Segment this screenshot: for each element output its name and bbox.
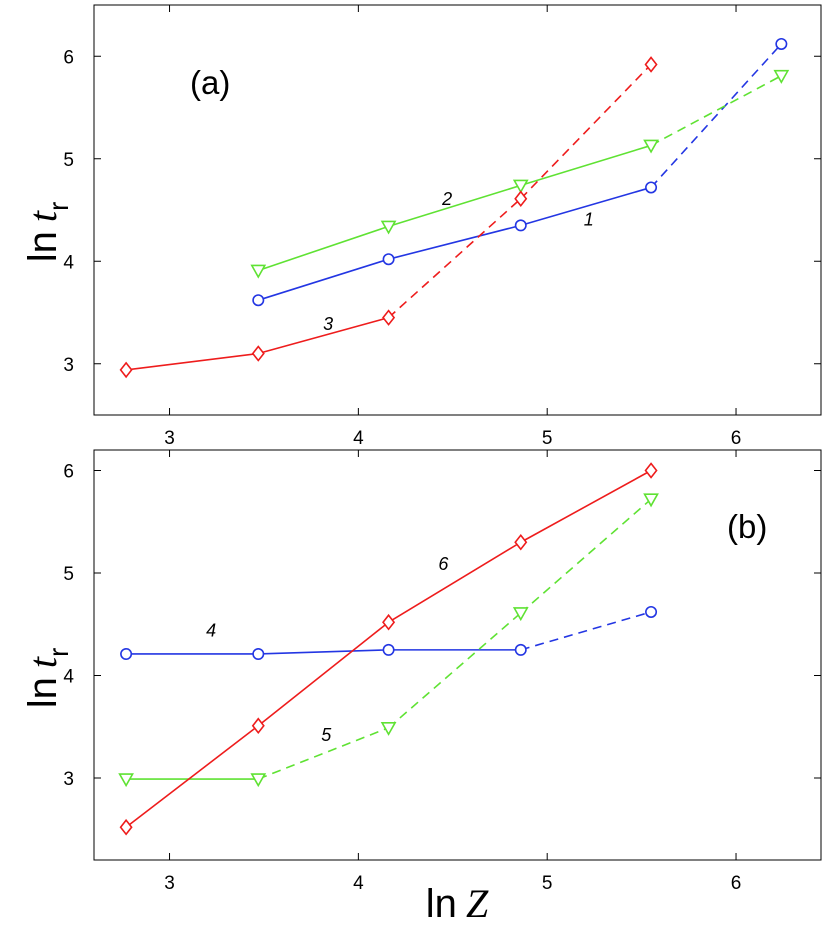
panel-b-ytick-label: 6	[63, 462, 74, 483]
series-3-segment	[258, 316, 389, 355]
series-6-segment	[125, 725, 259, 828]
panel-b-xtick-label: 4	[353, 873, 364, 894]
series-6-point	[644, 462, 658, 479]
series-5-point	[380, 721, 397, 736]
series-4-point	[382, 643, 395, 656]
series-4-segment	[520, 611, 652, 651]
panel-a-ytick-label: 5	[63, 150, 74, 171]
series-6-point	[514, 533, 528, 551]
series-3-point	[251, 345, 265, 362]
series-2-point	[512, 179, 529, 194]
series-4-segment	[258, 649, 389, 655]
panel-b-xtick-label: 3	[164, 873, 175, 894]
series-5-point	[250, 773, 267, 788]
series-1-label: 1	[584, 209, 594, 229]
panel-b: 4 5 6 3 4 5 6 3 4 5 6 (b) lntr ln Z	[20, 449, 822, 926]
series-6-point	[382, 613, 396, 631]
series-5-point	[118, 773, 134, 788]
panel-b-ytick-label: 4	[63, 667, 74, 688]
panel-a-xtick-label: 3	[164, 428, 175, 449]
panel-b-xtick-label: 5	[542, 873, 553, 894]
series-3-point	[382, 309, 396, 326]
series-2-point	[643, 139, 659, 154]
series-6-label: 6	[438, 554, 449, 574]
series-2-segment	[258, 225, 389, 272]
panel-a-frame	[93, 4, 822, 416]
series-3-segment	[520, 63, 652, 200]
series-6-point	[119, 818, 133, 836]
panel-a-ytick-label: 3	[63, 355, 74, 376]
series-2-label: 2	[441, 189, 452, 209]
series-3-point	[119, 361, 133, 379]
series-1-segment	[520, 186, 652, 227]
series-1-segment	[258, 258, 389, 301]
panel-a-ytick-label: 4	[63, 252, 74, 273]
series-2-segment	[388, 184, 521, 228]
panel-b-frame	[93, 449, 822, 861]
panel-a-xtick-label: 5	[542, 428, 553, 449]
panel-b-series-5: 5	[118, 493, 659, 788]
series-2-point	[250, 264, 267, 279]
panel-a-ticks: 3 4 5 6 3 4 5 6	[63, 5, 821, 449]
series-5-point	[643, 493, 659, 508]
series-1-segment	[650, 43, 782, 188]
series-2-segment	[520, 144, 652, 187]
panel-b-xtick-label: 6	[731, 873, 742, 894]
panel-a-series-1: 1	[252, 37, 788, 307]
panel-a-label: (a)	[190, 64, 230, 101]
series-4-point	[120, 647, 133, 660]
panel-b-xlabel: ln Z	[426, 881, 489, 926]
series-1-point	[775, 37, 788, 50]
panel-b-series: 4 5 6	[118, 462, 659, 836]
series-1-point	[252, 294, 265, 307]
series-2-segment	[650, 75, 782, 147]
series-6-segment	[257, 621, 390, 727]
series-5-segment	[257, 727, 389, 780]
series-6-segment	[388, 541, 522, 623]
panel-a-xtick-label: 6	[731, 428, 742, 449]
panel-a: 1 2 3 3 4 5 6 3 4 5 6 (a) lntr	[20, 4, 822, 449]
series-6-point	[251, 717, 265, 735]
series-1-point	[645, 181, 658, 194]
panel-b-ylabel: lntr	[20, 648, 74, 709]
panel-a-ytick-label: 6	[63, 47, 74, 68]
series-3-segment	[126, 352, 259, 371]
series-3-point	[644, 56, 658, 73]
series-1-segment	[388, 224, 521, 260]
panel-b-ytick-label: 5	[63, 564, 74, 585]
panel-b-ticks: 3 4 5 6 3 4 5 6	[63, 450, 821, 894]
panel-a-series: 1 2 3	[119, 37, 790, 379]
series-3-point	[514, 190, 528, 208]
panel-b-series-6: 6	[119, 462, 658, 836]
panel-a-xtick-label: 4	[353, 428, 364, 449]
series-4-point	[645, 605, 658, 618]
series-3-label: 3	[323, 314, 333, 334]
series-4-point	[514, 643, 527, 656]
series-2-point	[773, 69, 790, 84]
panel-a-ylabel: lntr	[20, 202, 74, 263]
series-5-label: 5	[321, 725, 332, 745]
series-4-point	[252, 647, 265, 660]
panel-a-series-2: 2	[250, 69, 790, 279]
series-6-segment	[520, 469, 652, 543]
panel-a-series-3: 3	[119, 56, 658, 379]
series-4-label: 4	[206, 621, 216, 641]
series-5-point	[512, 607, 529, 622]
series-1-point	[514, 219, 527, 232]
panel-b-ytick-label: 3	[63, 769, 74, 790]
series-1-point	[382, 253, 395, 266]
panel-b-series-4: 4	[120, 605, 658, 660]
panel-b-label: (b)	[727, 508, 767, 545]
series-2-point	[380, 220, 397, 235]
